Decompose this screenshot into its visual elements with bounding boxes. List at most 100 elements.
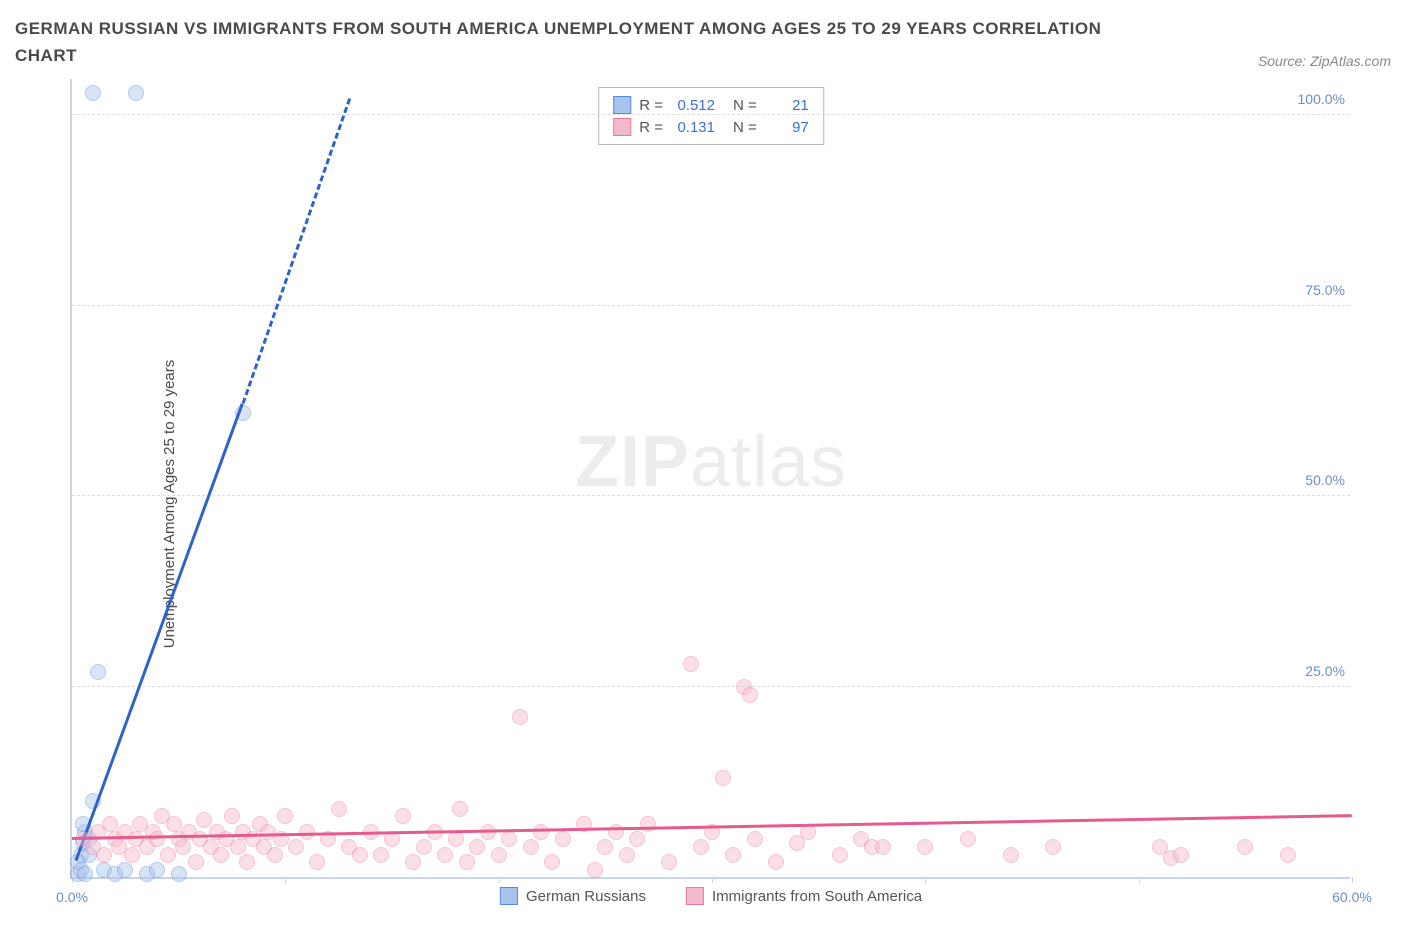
scatter-point xyxy=(742,687,758,703)
scatter-point xyxy=(277,808,293,824)
scatter-point xyxy=(102,816,118,832)
scatter-point xyxy=(188,854,204,870)
scatter-point xyxy=(875,839,891,855)
scatter-point xyxy=(149,831,165,847)
scatter-point xyxy=(725,847,741,863)
y-tick-label: 50.0% xyxy=(1305,472,1345,488)
scatter-point xyxy=(124,847,140,863)
scatter-point xyxy=(693,839,709,855)
scatter-point xyxy=(640,816,656,832)
scatter-point xyxy=(395,808,411,824)
legend-row: R =0.131N =97 xyxy=(613,116,809,138)
scatter-point xyxy=(267,847,283,863)
scatter-point xyxy=(512,709,528,725)
scatter-point xyxy=(1003,847,1019,863)
scatter-point xyxy=(160,847,176,863)
grid-line xyxy=(72,305,1350,306)
scatter-point xyxy=(597,839,613,855)
legend-item: German Russians xyxy=(500,887,646,905)
scatter-point xyxy=(90,664,106,680)
grid-line xyxy=(72,114,1350,115)
legend-label: German Russians xyxy=(526,888,646,905)
scatter-point xyxy=(171,866,187,882)
scatter-point xyxy=(533,824,549,840)
legend-swatch xyxy=(613,118,631,136)
y-tick-label: 25.0% xyxy=(1305,663,1345,679)
scatter-point xyxy=(608,824,624,840)
y-tick-label: 100.0% xyxy=(1298,91,1345,107)
scatter-point xyxy=(555,831,571,847)
scatter-point xyxy=(331,801,347,817)
scatter-point xyxy=(416,839,432,855)
scatter-point xyxy=(459,854,475,870)
legend-label: Immigrants from South America xyxy=(712,888,922,905)
scatter-point xyxy=(747,831,763,847)
scatter-point xyxy=(299,824,315,840)
scatter-point xyxy=(448,831,464,847)
scatter-point xyxy=(629,831,645,847)
scatter-point xyxy=(832,847,848,863)
x-tick-mark xyxy=(285,877,286,883)
x-tick-mark xyxy=(712,877,713,883)
scatter-point xyxy=(166,816,182,832)
scatter-point xyxy=(452,801,468,817)
scatter-point xyxy=(288,839,304,855)
scatter-point xyxy=(661,854,677,870)
x-tick-label: 60.0% xyxy=(1332,889,1372,905)
trend-line xyxy=(241,98,350,404)
scatter-point xyxy=(544,854,560,870)
scatter-point xyxy=(1045,839,1061,855)
scatter-point xyxy=(469,839,485,855)
scatter-point xyxy=(619,847,635,863)
scatter-point xyxy=(373,847,389,863)
scatter-point xyxy=(491,847,507,863)
grid-line xyxy=(72,495,1350,496)
scatter-point xyxy=(224,808,240,824)
chart-container: Unemployment Among Ages 25 to 29 years Z… xyxy=(15,79,1391,929)
scatter-point xyxy=(917,839,933,855)
legend-n-value: 97 xyxy=(765,119,809,136)
scatter-point xyxy=(309,854,325,870)
scatter-point xyxy=(239,854,255,870)
scatter-point xyxy=(85,85,101,101)
scatter-point xyxy=(117,862,133,878)
legend-r-value: 0.512 xyxy=(671,97,715,114)
watermark: ZIPatlas xyxy=(575,421,847,503)
scatter-point xyxy=(128,85,144,101)
legend-row: R =0.512N =21 xyxy=(613,94,809,116)
scatter-point xyxy=(501,831,517,847)
scatter-point xyxy=(1280,847,1296,863)
scatter-point xyxy=(437,847,453,863)
scatter-point xyxy=(77,866,93,882)
scatter-point xyxy=(149,862,165,878)
source-label: Source: ZipAtlas.com xyxy=(1258,53,1391,69)
scatter-point xyxy=(230,839,246,855)
scatter-point xyxy=(352,847,368,863)
scatter-point xyxy=(96,847,112,863)
scatter-point xyxy=(587,862,603,878)
scatter-point xyxy=(213,847,229,863)
scatter-point xyxy=(960,831,976,847)
legend-r-label: R = xyxy=(639,97,663,114)
legend-swatch xyxy=(613,96,631,114)
y-tick-label: 75.0% xyxy=(1305,282,1345,298)
x-tick-mark xyxy=(1352,877,1353,883)
scatter-point xyxy=(683,656,699,672)
chart-title: GERMAN RUSSIAN VS IMMIGRANTS FROM SOUTH … xyxy=(15,15,1115,69)
scatter-point xyxy=(523,839,539,855)
x-tick-mark xyxy=(925,877,926,883)
scatter-point xyxy=(715,770,731,786)
scatter-point xyxy=(175,839,191,855)
legend-r-value: 0.131 xyxy=(671,119,715,136)
x-tick-label: 0.0% xyxy=(56,889,88,905)
legend-n-label: N = xyxy=(733,119,757,136)
x-tick-mark xyxy=(499,877,500,883)
plot-area: ZIPatlas R =0.512N =21R =0.131N =97 25.0… xyxy=(70,79,1350,879)
scatter-point xyxy=(1173,847,1189,863)
x-tick-mark xyxy=(1139,877,1140,883)
series-legend: German Russians Immigrants from South Ame… xyxy=(500,887,922,905)
legend-item: Immigrants from South America xyxy=(686,887,922,905)
scatter-point xyxy=(405,854,421,870)
trend-line xyxy=(75,403,244,861)
scatter-point xyxy=(768,854,784,870)
